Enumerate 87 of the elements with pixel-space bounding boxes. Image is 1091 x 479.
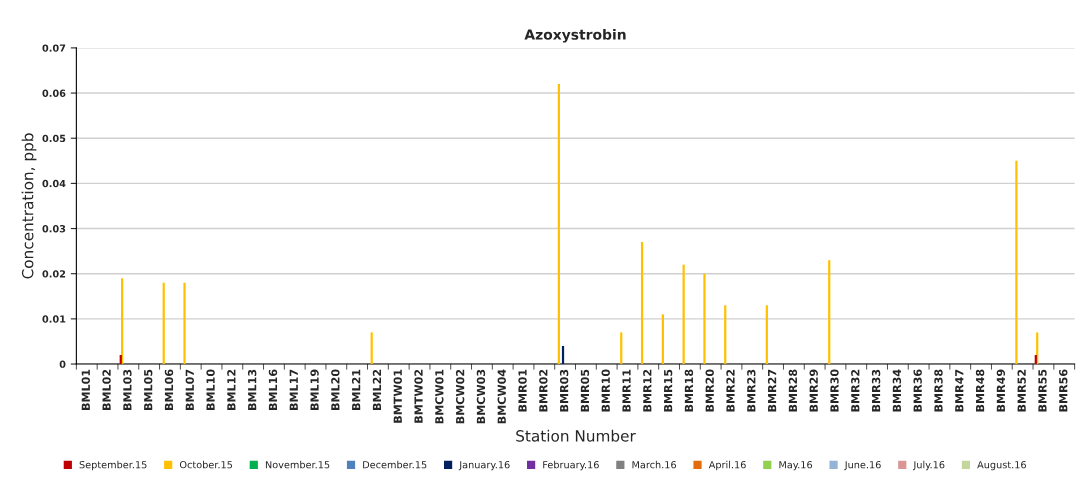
legend-label: February.16 (543, 460, 599, 471)
legend-label: March.16 (632, 460, 677, 469)
legend-label: December.15 (363, 460, 427, 469)
x-tick-label: BMR36 (913, 369, 922, 412)
y-axis-title: Concentration, ppb (21, 133, 37, 279)
x-tick-label: BML22 (372, 369, 381, 410)
y-tick-label: 0.05 (42, 134, 66, 143)
bar (1015, 160, 1018, 365)
x-tick-label: BMR23 (747, 369, 756, 412)
legend-label: June.16 (844, 461, 881, 471)
x-tick-label: BMCW04 (497, 369, 506, 424)
x-tick-label: BMCW02 (455, 369, 465, 424)
y-tick-label: 0.03 (42, 225, 66, 233)
x-tick-label: BMCW01 (435, 369, 444, 424)
x-tick-label: BMR15 (664, 369, 673, 412)
legend-label: April.16 (708, 460, 746, 471)
y-tick-label: 0.06 (42, 89, 66, 97)
x-tick-label: BML02 (102, 369, 111, 410)
x-tick-label: BML12 (227, 369, 236, 410)
x-tick-label: BML20 (331, 369, 340, 410)
x-tick-label: BMR34 (892, 369, 902, 412)
x-tick-label: BML19 (310, 369, 319, 410)
legend-label: November.15 (265, 460, 330, 469)
bar (828, 260, 831, 365)
x-tick-label: BMR01 (518, 369, 527, 412)
y-tick-label: 0.04 (42, 179, 66, 188)
x-tick-label: BML16 (268, 369, 278, 410)
bar (724, 305, 727, 365)
x-tick-label: BMR28 (788, 369, 798, 412)
x-axis-title: Station Number (516, 429, 636, 442)
x-tick-label: BMR18 (684, 369, 694, 412)
x-tick-label: BMR02 (539, 369, 548, 412)
bar (1034, 355, 1037, 365)
bar (640, 242, 644, 365)
x-tick-label: BMR47 (955, 369, 964, 412)
legend-label: August.16 (977, 461, 1026, 471)
x-tick-label: BMR55 (1038, 369, 1047, 412)
x-tick-label: BML01 (81, 369, 90, 410)
x-tick-label: BMR20 (705, 369, 714, 412)
x-tick-label: BMCW03 (476, 369, 486, 424)
bar (557, 84, 560, 365)
bar (682, 264, 685, 365)
x-tick-label: BMR12 (643, 369, 652, 412)
legend-label: May.16 (779, 461, 813, 471)
x-tick-label: BML17 (289, 369, 298, 410)
legend-label: July.16 (912, 460, 945, 471)
x-tick-label: BMR33 (871, 369, 881, 412)
x-tick-label: BML06 (164, 369, 174, 410)
x-tick-label: BML13 (247, 369, 257, 410)
x-tick-label: BMR48 (975, 369, 985, 412)
x-tick-label: BMR27 (767, 369, 777, 412)
x-tick-label: BML10 (206, 369, 215, 410)
x-tick-label: BMR52 (1017, 369, 1026, 412)
x-tick-label: BMR32 (851, 369, 860, 412)
bar (183, 282, 186, 365)
x-tick-label: BML07 (185, 369, 194, 410)
x-tick-label: BMR05 (580, 369, 590, 412)
x-tick-label: BML05 (143, 369, 153, 410)
bar (561, 345, 565, 365)
bar (162, 282, 165, 365)
x-tick-label: BMR03 (559, 369, 569, 412)
legend-label: January.16 (458, 461, 510, 471)
x-tick-label: BMR29 (809, 369, 818, 412)
x-tick-label: BMR38 (934, 369, 943, 412)
legend-label: October.15 (179, 460, 233, 469)
legend-label: September.15 (79, 460, 147, 471)
x-tick-label: BMTW01 (393, 369, 402, 423)
y-tick-label: 0.02 (42, 270, 66, 278)
x-tick-label: BML21 (351, 369, 361, 410)
x-tick-label: BMTW02 (414, 369, 423, 423)
x-tick-label: BMR30 (830, 369, 839, 412)
bar (119, 355, 122, 365)
bar (661, 314, 664, 365)
y-tick-label: 0.07 (42, 44, 66, 52)
x-tick-label: BMR22 (726, 369, 735, 412)
bar (765, 305, 768, 365)
y-tick-label: 0 (59, 360, 66, 368)
bar (703, 273, 706, 365)
x-tick-label: BML03 (123, 369, 132, 410)
x-tick-label: BMR11 (622, 369, 631, 412)
x-tick-label: BMR10 (601, 369, 610, 412)
bar (370, 332, 373, 365)
y-tick-label: 0.01 (42, 315, 66, 323)
bar (620, 332, 623, 365)
chart-title: Azoxystrobin (524, 29, 626, 43)
x-tick-label: BMR56 (1059, 369, 1068, 412)
x-tick-label: BMR49 (996, 369, 1006, 412)
